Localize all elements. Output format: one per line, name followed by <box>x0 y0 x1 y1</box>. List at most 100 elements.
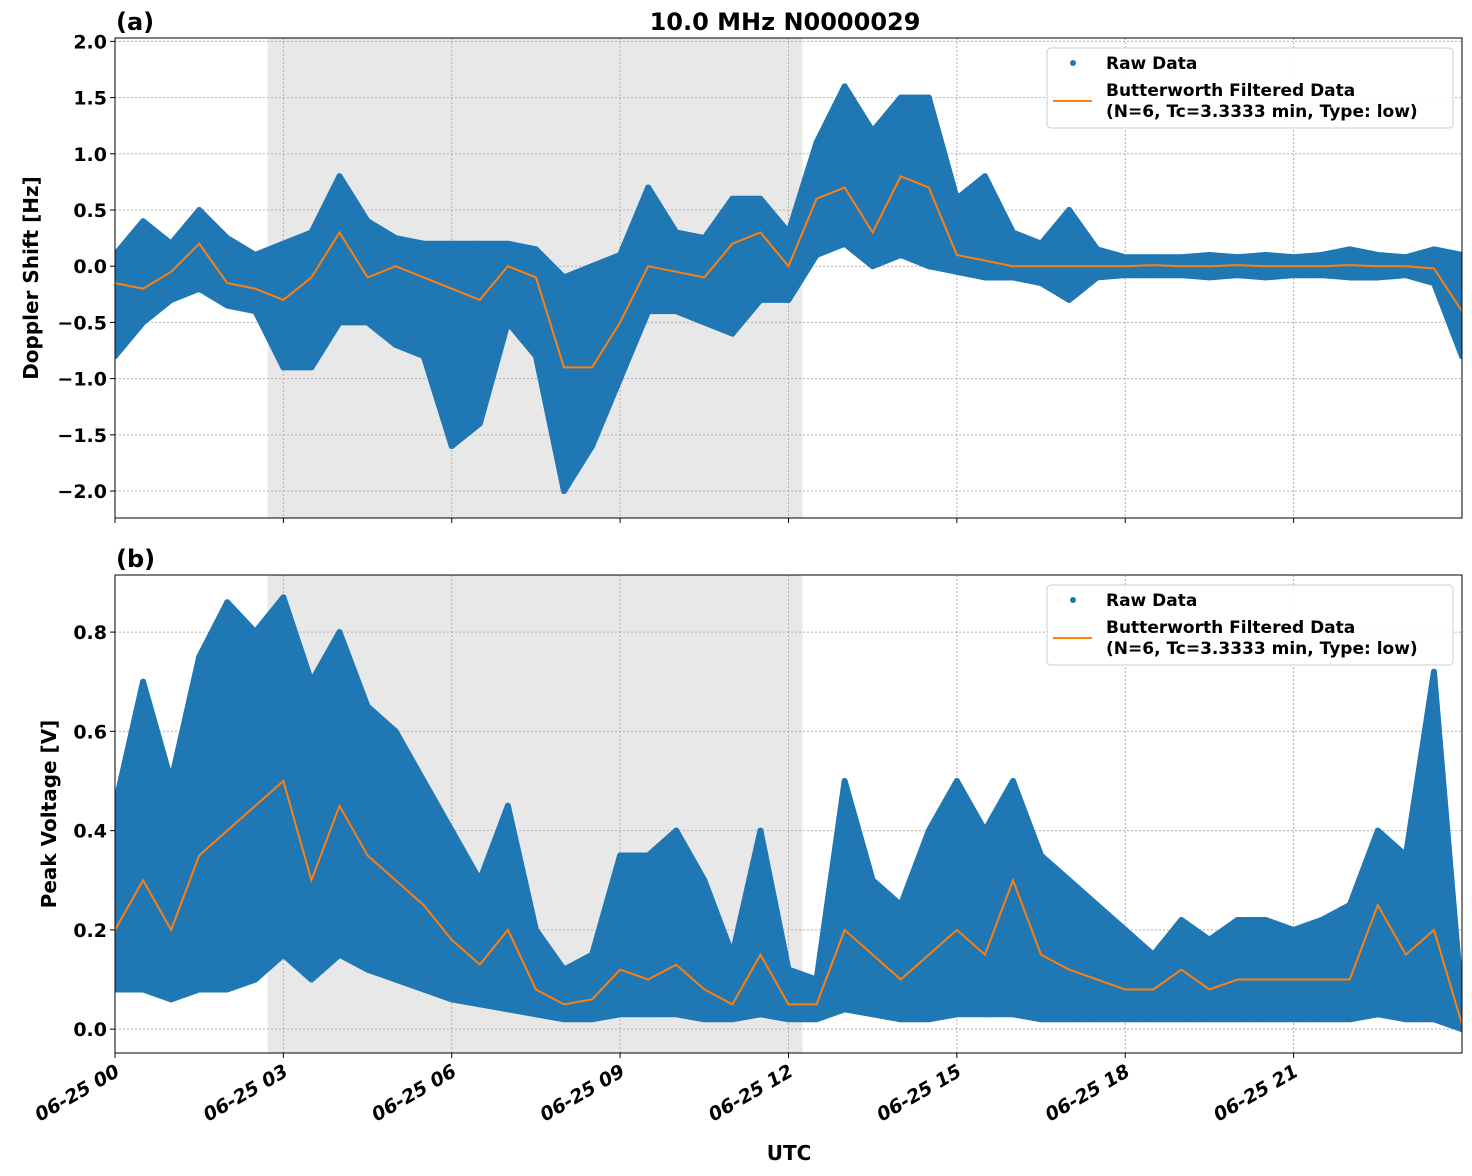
raw-data-point <box>1290 1016 1297 1023</box>
raw-data-point <box>701 235 708 242</box>
raw-data-point <box>1318 251 1325 258</box>
y-tick-label: 1.0 <box>73 144 107 166</box>
raw-data-point <box>532 353 539 360</box>
raw-data-point <box>673 827 680 834</box>
panel-a: 2.0 1.5 1.0 0.5 0.0 −0.5 −1.0 −1.5 −2.0 Raw Data B… <box>57 31 1463 523</box>
legend-box <box>1046 584 1454 666</box>
raw-data-point <box>448 443 455 450</box>
y-tick-label: 0.2 <box>73 920 107 942</box>
raw-data-point <box>869 128 876 135</box>
raw-data-point <box>1430 1016 1437 1023</box>
legend-filtered-params: (N=6, Tc=3.3333 min, Type: low) <box>1106 639 1418 659</box>
raw-data-point <box>813 139 820 146</box>
raw-data-point <box>196 206 203 213</box>
raw-data-point <box>701 877 708 884</box>
raw-data-point <box>1066 296 1073 303</box>
raw-data-point <box>841 777 848 784</box>
raw-data-point <box>561 966 567 973</box>
raw-data-point <box>140 319 147 326</box>
raw-data-point <box>869 263 876 270</box>
raw-data-point <box>1122 254 1129 261</box>
raw-data-point <box>1206 1016 1213 1023</box>
raw-data-point <box>1346 246 1353 253</box>
raw-data-point <box>1206 936 1213 943</box>
raw-data-point <box>1459 1001 1462 1008</box>
raw-data-point <box>336 319 343 326</box>
raw-data-point <box>252 976 259 983</box>
chart-title: 10.0 MHz N0000029 <box>650 8 921 36</box>
filtered-data-line <box>115 174 1462 369</box>
raw-data-point <box>364 218 371 225</box>
raw-data-point <box>1178 916 1185 923</box>
raw-data-point <box>1402 852 1409 859</box>
raw-data-point <box>476 420 483 427</box>
raw-data-point <box>1094 1016 1101 1023</box>
raw-data-point <box>1234 1016 1241 1023</box>
raw-data-point <box>1318 1016 1325 1023</box>
raw-data-point <box>785 296 792 303</box>
raw-data-point <box>1262 1016 1269 1023</box>
raw-data-point <box>869 877 876 884</box>
x-tick-label: 06-25 03 <box>200 1060 292 1126</box>
raw-data-point <box>1038 1016 1045 1023</box>
raw-data-point <box>420 777 427 784</box>
raw-data-point <box>1094 274 1101 281</box>
raw-data-point <box>701 1016 708 1023</box>
raw-data-point <box>1430 280 1437 287</box>
y-tick-label: 0.5 <box>73 200 107 222</box>
raw-data-point <box>897 251 904 258</box>
raw-data-point <box>476 1001 483 1008</box>
raw-data-point <box>308 364 315 371</box>
raw-data-point <box>364 966 371 973</box>
raw-data-point <box>504 1006 511 1013</box>
raw-data-point <box>897 902 904 909</box>
plot-area <box>115 594 1462 1033</box>
raw-data-point <box>364 319 371 326</box>
raw-data-point <box>617 375 624 382</box>
raw-data-point <box>392 728 399 735</box>
raw-data-point <box>589 263 596 270</box>
y-tick-label: 0.4 <box>73 821 107 843</box>
y-tick-label: −0.5 <box>57 312 107 334</box>
raw-data-point <box>364 703 371 710</box>
raw-data-point <box>280 240 287 247</box>
raw-data-point <box>1234 916 1241 923</box>
raw-data-point <box>420 986 427 993</box>
legend-filtered-label: Butterworth Filtered Data <box>1106 81 1355 101</box>
y-axis-label-a: Doppler Shift [Hz] <box>19 176 43 380</box>
raw-data-point <box>1346 1016 1353 1023</box>
raw-data-point <box>925 1016 932 1023</box>
raw-data-point <box>729 195 736 202</box>
raw-data-point <box>252 629 259 636</box>
x-tick-label: 06-25 15 <box>873 1060 965 1126</box>
raw-data-point <box>785 966 792 973</box>
raw-data-point <box>589 951 596 958</box>
raw-data-band <box>115 83 1462 495</box>
raw-data-point <box>420 240 427 247</box>
raw-data-point <box>1094 902 1101 909</box>
raw-data-point <box>897 94 904 101</box>
raw-data-point <box>224 235 231 242</box>
raw-data-point <box>476 877 483 884</box>
raw-data-band <box>115 594 1462 1033</box>
y-tick-label: 0.0 <box>73 256 107 278</box>
raw-data-point <box>1122 272 1129 279</box>
panel-b: 0.8 0.6 0.4 0.2 0.0 06-25 00 06-25 03 06-25 06 0… <box>31 574 1463 1126</box>
raw-data-point <box>1430 668 1437 675</box>
raw-data-point <box>925 827 932 834</box>
raw-data-point <box>561 488 567 495</box>
raw-data-point <box>645 308 652 315</box>
raw-data-point <box>1178 254 1185 261</box>
raw-data-point <box>1318 272 1325 279</box>
raw-data-point <box>841 240 848 247</box>
raw-data-point <box>532 246 539 253</box>
raw-data-point <box>617 1011 624 1018</box>
raw-data-point <box>645 1011 652 1018</box>
raw-data-point <box>252 308 259 315</box>
raw-data-point <box>1374 827 1381 834</box>
raw-data-point <box>1346 274 1353 281</box>
raw-data-point <box>1318 916 1325 923</box>
raw-data-point <box>336 951 343 958</box>
raw-data-point <box>981 274 988 281</box>
